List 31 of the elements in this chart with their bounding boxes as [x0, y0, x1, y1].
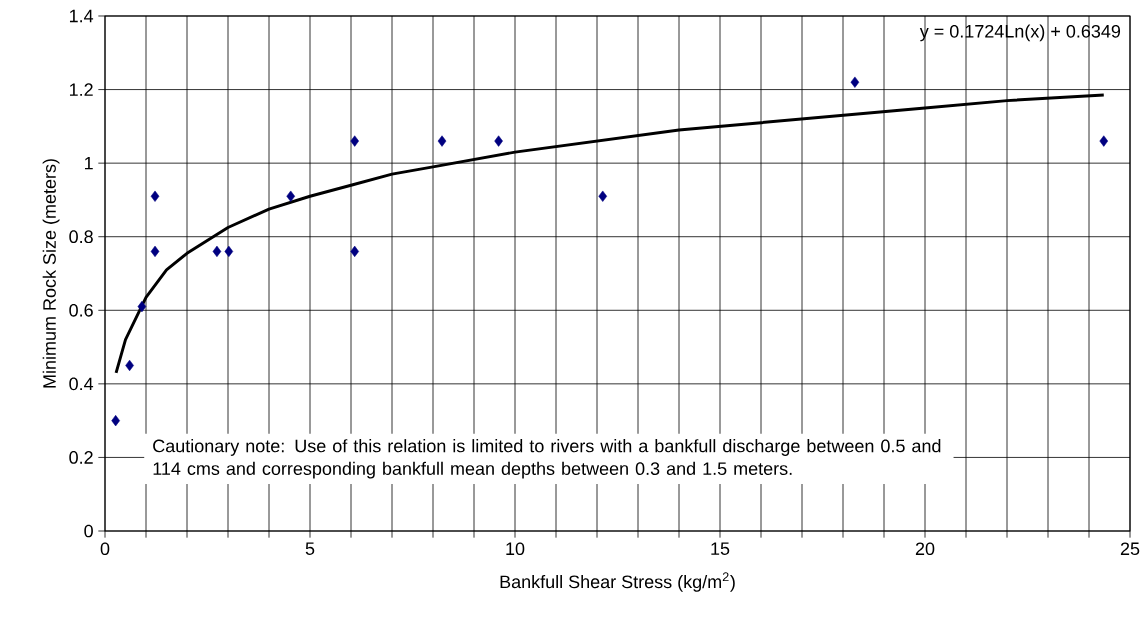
point	[150, 245, 160, 258]
x-tick-label: 0	[100, 542, 110, 556]
point	[212, 245, 222, 258]
y-axis-title: Minimum Rock Size (meters)	[42, 159, 60, 388]
y-tick-label: 1.4	[69, 9, 94, 23]
point	[137, 301, 147, 313]
x-tick-label: 10	[506, 542, 525, 556]
x-tick-label: 20	[915, 542, 935, 556]
point	[150, 190, 160, 202]
y-tick-label: 0.8	[69, 230, 93, 244]
point	[850, 76, 860, 88]
y-tick-label: 1.2	[69, 83, 93, 96]
y-tick-label: 0.4	[69, 377, 94, 391]
x-tick-label: 5	[305, 542, 315, 555]
x-axis-title: Bankfull Shear Stress (kg/m$^{2}$)	[500, 572, 735, 592]
point	[494, 135, 503, 147]
point	[437, 135, 447, 147]
point	[350, 135, 359, 147]
x-tick-label: 25	[1120, 542, 1140, 556]
point	[598, 190, 608, 202]
y-tick-label: 1	[84, 156, 93, 170]
x-tick-label: 15	[711, 542, 730, 555]
point	[111, 415, 120, 427]
y-tick-label: 0	[84, 524, 93, 538]
annotation: Cautionary note: Use of this relation is limited to rivers with a bankfull discharge between 0.5 and 114 cms and corresponding bankfull mean depths between 0.3 and 1.5 meters.	[153, 439, 941, 479]
y-tick-label: 0.2	[69, 451, 93, 464]
annotation: y = 0.1724Ln(x) + 0.6349	[919, 24, 1121, 42]
point	[286, 190, 295, 202]
point	[1099, 135, 1109, 147]
y-tick-label: 0.6	[69, 303, 93, 317]
point	[224, 245, 234, 258]
